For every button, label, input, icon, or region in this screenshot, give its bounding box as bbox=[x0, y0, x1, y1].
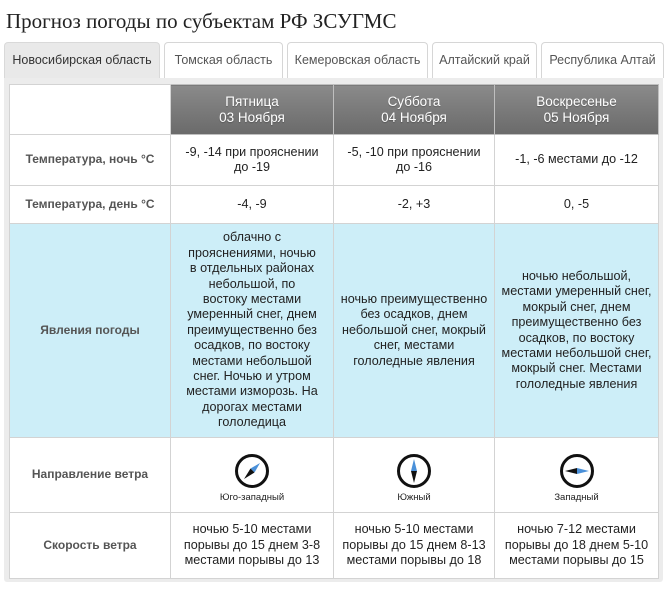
day-date: 04 Ноября bbox=[381, 109, 447, 125]
tab-tomsk[interactable]: Томская область bbox=[164, 42, 283, 78]
wind-direction-cell: Южный bbox=[333, 437, 495, 513]
header-corner bbox=[9, 84, 171, 135]
day-header-1: Пятница 03 Ноября bbox=[170, 84, 334, 135]
row-label-phenomena: Явления погоды bbox=[9, 223, 171, 438]
day-header-3: Воскресенье 05 Ноября bbox=[494, 84, 659, 135]
tab-altai-krai[interactable]: Алтайский край bbox=[432, 42, 537, 78]
row-label-wind-direction: Направление ветра bbox=[9, 437, 171, 513]
wind-speed-cell: ночью 7-12 местами порывы до 18 днем 5-1… bbox=[494, 512, 659, 579]
wind-direction-label: Юго-западный bbox=[219, 492, 285, 503]
day-weekday: Пятница bbox=[225, 93, 279, 109]
wind-speed-cell: ночью 5-10 местами порывы до 15 днем 8-1… bbox=[333, 512, 495, 579]
temp-day-cell: 0, -5 bbox=[494, 185, 659, 224]
forecast-table: Пятница 03 Ноября Суббота 04 Ноября Воск… bbox=[9, 84, 659, 579]
tab-kemerovo[interactable]: Кемеровская область bbox=[287, 42, 428, 78]
wind-speed-cell: ночью 5-10 местами порывы до 15 днем 3-8… bbox=[170, 512, 334, 579]
temp-day-cell: -2, +3 bbox=[333, 185, 495, 224]
day-date: 03 Ноября bbox=[219, 109, 285, 125]
compass-west-icon bbox=[559, 454, 594, 488]
temp-day-cell: -4, -9 bbox=[170, 185, 334, 224]
row-temp-night: Температура, ночь °С -9, -14 при проясне… bbox=[9, 134, 659, 186]
tab-novosibirsk[interactable]: Новосибирская область bbox=[4, 42, 160, 78]
row-phenomena: Явления погоды облачно с прояснениями, н… bbox=[9, 223, 659, 438]
row-label-wind-speed: Скорость ветра bbox=[9, 512, 171, 579]
row-label-temp-night: Температура, ночь °С bbox=[9, 134, 171, 186]
region-tabs: Новосибирская область Томская область Ке… bbox=[4, 42, 664, 78]
phenomena-cell: ночью небольшой, местами умеренный снег,… bbox=[494, 223, 659, 438]
header-row: Пятница 03 Ноября Суббота 04 Ноября Воск… bbox=[9, 84, 659, 135]
temp-night-cell: -9, -14 при прояснении до -19 bbox=[170, 134, 334, 186]
tab-altai-republic[interactable]: Республика Алтай bbox=[541, 42, 664, 78]
day-date: 05 Ноября bbox=[543, 109, 610, 125]
temp-night-cell: -1, -6 местами до -12 bbox=[494, 134, 659, 186]
row-wind-speed: Скорость ветра ночью 5-10 местами порывы… bbox=[9, 512, 659, 579]
row-temp-day: Температура, день °С -4, -9 -2, +3 0, -5 bbox=[9, 185, 659, 224]
day-weekday: Воскресенье bbox=[536, 93, 617, 109]
row-wind-direction: Направление ветра Юго-западный Южный bbox=[9, 437, 659, 513]
wind-direction-cell: Юго-западный bbox=[170, 437, 334, 513]
wind-direction-label: Западный bbox=[554, 492, 599, 503]
compass-southwest-icon bbox=[235, 454, 269, 488]
phenomena-cell: ночью преимущественно без осадков, днем … bbox=[333, 223, 495, 438]
phenomena-cell: облачно с прояснениями, ночью в отдельны… bbox=[170, 223, 334, 438]
wind-direction-label: Южный bbox=[397, 492, 431, 503]
temp-night-cell: -5, -10 при прояснении до -16 bbox=[333, 134, 495, 186]
day-header-2: Суббота 04 Ноября bbox=[333, 84, 495, 135]
page-title: Прогноз погоды по субъектам РФ ЗСУГМС bbox=[6, 9, 397, 33]
row-label-temp-day: Температура, день °С bbox=[9, 185, 171, 224]
compass-south-icon bbox=[397, 454, 431, 488]
day-weekday: Суббота bbox=[387, 93, 441, 109]
wind-direction-cell: Западный bbox=[494, 437, 659, 513]
